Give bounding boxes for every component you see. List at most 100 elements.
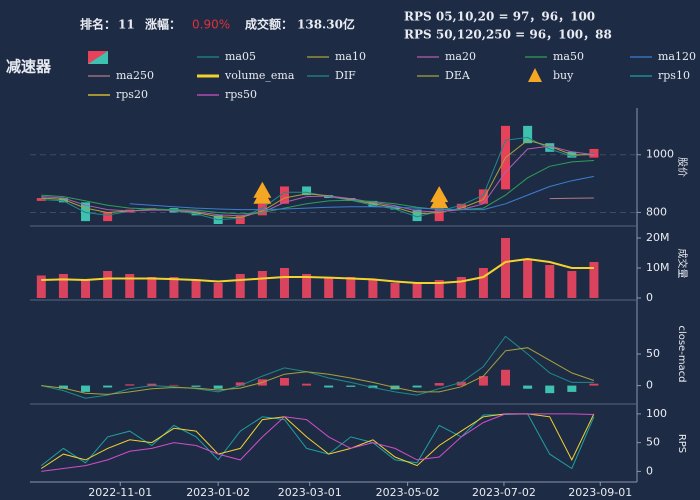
legend-label: buy (553, 69, 574, 82)
legend-label: ma250 (116, 69, 154, 82)
candle (589, 148, 599, 158)
chart-title: 减速器 (6, 58, 52, 76)
amount-label: 成交额： (245, 17, 293, 32)
candle (235, 215, 245, 224)
x-tick-label: 2022-11-01 (88, 486, 152, 499)
volume-bar (434, 280, 444, 298)
change-label: 涨幅： (145, 17, 181, 32)
volume-bar (390, 283, 400, 298)
y-axis-label: RPS (676, 434, 687, 453)
buy-marker (253, 181, 272, 204)
x-tick-label: 2023-05-02 (376, 486, 440, 499)
x-tick-label: 2023-09-01 (568, 486, 632, 499)
volume-bar (279, 268, 289, 298)
line-ma250 (549, 197, 594, 200)
macd-bar (103, 385, 113, 388)
macd-bar (191, 385, 201, 387)
y-tick-label: 20M (646, 231, 670, 244)
macd-bar (412, 385, 422, 388)
macd-bar (302, 383, 312, 386)
candle (390, 206, 400, 210)
volume-bar (346, 277, 356, 298)
macd-bar (545, 385, 555, 394)
volume-bar (213, 283, 223, 298)
volume-bar (257, 271, 267, 298)
y-tick-label: 800 (646, 205, 667, 218)
volume-bar (302, 274, 312, 298)
legend-label: DIF (335, 69, 356, 82)
macd-bar (523, 385, 533, 389)
macd-bar (169, 384, 179, 386)
y-tick-label: 10M (646, 261, 670, 274)
macd-bar (434, 383, 444, 386)
y-tick-label: 0 (646, 379, 653, 392)
volume-bar (125, 274, 135, 298)
volume-bar (81, 280, 91, 298)
line-rps20 (41, 413, 595, 469)
y-axis-label: 成交量 (676, 249, 689, 279)
volume-bar (103, 271, 113, 298)
line-volume_ema (41, 257, 594, 284)
volume-bar (567, 271, 577, 298)
candle (279, 186, 289, 204)
macd-bar (279, 378, 289, 386)
macd-bar (589, 383, 599, 386)
legend-label: ma20 (445, 50, 476, 63)
line-ma20 (41, 145, 594, 217)
candle (523, 125, 533, 144)
y-tick-label: 0 (646, 464, 653, 477)
macd-bar (213, 385, 223, 389)
macd-bar (456, 381, 466, 386)
buy-marker (430, 186, 449, 209)
candle (103, 212, 113, 222)
y-axis-label: close-macd (676, 325, 687, 382)
line-DEA (41, 347, 595, 395)
legend-label: rps20 (116, 88, 148, 101)
volume-bar (478, 268, 488, 298)
macd-bar (368, 385, 378, 389)
y-tick-label: 1000 (646, 148, 674, 161)
y-tick-label: 50 (646, 436, 660, 449)
amount: 138.30亿 (297, 17, 355, 32)
candle (412, 209, 422, 222)
y-axis-label: 股价 (676, 157, 688, 177)
macd-bar (324, 385, 334, 388)
change: 0.90% (192, 18, 230, 32)
rps-long: RPS 50,120,250 = 96，100，88 (404, 28, 612, 42)
rps-short: RPS 05,10,20 = 97，96，100 (404, 10, 595, 24)
volume-bar (147, 277, 157, 298)
legend-label: DEA (445, 69, 471, 82)
volume-bar (58, 274, 68, 298)
candle (302, 186, 312, 196)
line-ma120 (129, 175, 594, 211)
legend-label: rps50 (225, 88, 257, 101)
x-tick-label: 2023-01-02 (186, 486, 250, 499)
y-tick-label: 50 (646, 347, 660, 360)
candle (478, 189, 488, 204)
line-ma50 (41, 160, 594, 215)
volume-bar (501, 238, 511, 298)
macd-bar (58, 385, 68, 389)
volume-bar (545, 265, 555, 298)
volume-bar (589, 262, 599, 298)
volume-bar (456, 277, 466, 298)
candle (81, 202, 91, 222)
volume-bar (235, 274, 245, 298)
macd-bar (478, 376, 488, 386)
line-DIF (41, 335, 594, 399)
legend-label: ma50 (553, 50, 584, 63)
line-rps50 (41, 413, 594, 472)
candle (58, 198, 68, 203)
candle (434, 208, 444, 222)
macd-bar (501, 369, 511, 386)
volume-bar (368, 280, 378, 298)
rank: 11 (118, 18, 135, 32)
legend-label: ma05 (225, 50, 256, 63)
x-tick-label: 2023-03-01 (278, 486, 342, 499)
volume-bar (523, 259, 533, 298)
y-tick-label: 0 (646, 291, 653, 304)
legend-icon (528, 68, 542, 82)
macd-bar (147, 383, 157, 386)
